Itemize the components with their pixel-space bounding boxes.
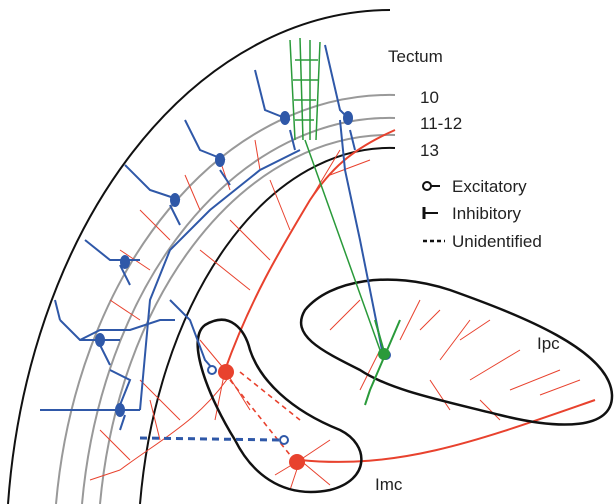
nucleus-label: Ipc [537,334,560,353]
region-label: Tectum [388,47,443,66]
unidentified-connection [140,438,280,440]
legend-label: Inhibitory [452,204,521,223]
legend-symbol [423,182,431,190]
tectum-surface [8,10,390,504]
excitatory-synapse [208,366,216,374]
imc-cell-body [289,454,305,470]
ipc-outline [301,280,612,425]
layer-label: 11-12 [420,114,462,133]
imc-outline [198,320,362,492]
unidentified-connection [230,372,300,455]
layer-label: 10 [420,88,439,107]
nucleus-label: Imc [375,475,403,494]
legend: Excitatory Inhibitory Unidentified [423,177,542,251]
diagram: Tectum 10 11-12 13 Excitatory Inhibitory… [0,0,615,504]
legend-label: Unidentified [452,232,542,251]
layer-12-arc [100,135,395,504]
ipc-cell-body [378,348,390,360]
legend-label: Excitatory [452,177,527,196]
excitatory-synapse [280,436,288,444]
imc-cell-body [218,364,234,380]
layer-label: 13 [420,141,439,160]
